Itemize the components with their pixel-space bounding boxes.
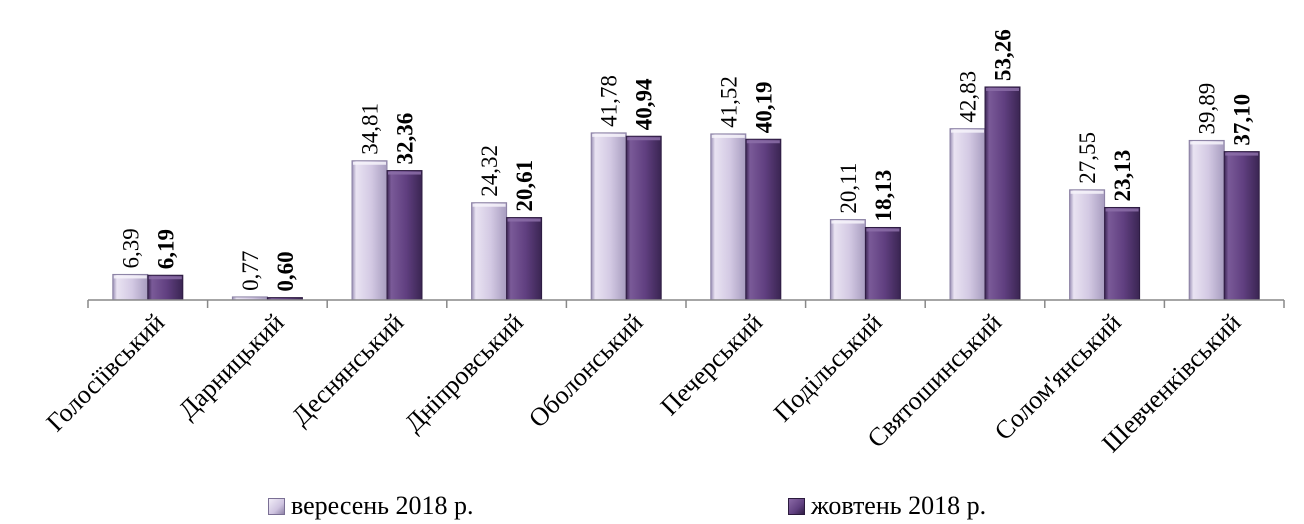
bar-bevel [951,129,984,133]
category-label: Печерський [655,308,768,421]
data-label-series-1: 39,89 [1195,83,1220,135]
data-label-series-1: 20,11 [836,163,861,214]
bar-series-1 [710,133,747,301]
bar-bevel [627,137,661,141]
bar-series-2 [625,135,662,301]
data-label-series-1: 41,78 [597,75,622,127]
data-label-series-1: 34,81 [358,103,383,155]
bar-series-2 [1223,151,1260,301]
legend-label-series-2: жовтень 2018 р. [811,491,987,520]
data-label-series-2: 6,19 [153,229,178,269]
bar-bevel [507,218,541,222]
bar-bevel [1225,152,1259,156]
bar-series-1 [949,128,986,301]
category-label: Дніпровський [399,308,529,438]
bar-series-2 [984,86,1021,301]
data-label-series-2: 40,19 [751,81,776,133]
legend-swatch-series-2 [788,497,805,515]
category-label: Оболонський [523,308,649,434]
data-label-series-2: 0,60 [273,251,298,291]
bar-series-2 [1104,206,1141,301]
bar-bevel [1190,141,1224,145]
bar-bevel [113,275,147,279]
data-label-series-1: 41,52 [716,76,741,128]
bar-bevel [1070,190,1104,194]
category-label: Голосіївський [41,308,170,437]
bar-chart: 6,39 6,19 0,77 0,60 34,81 32,36 24,32 20,61 41,7… [41,29,1285,458]
legend-item-series-2: жовтень 2018 р. [788,491,986,521]
bar-series-1 [351,160,388,301]
bar-bevel [866,228,900,232]
data-label-series-1: 27,55 [1075,132,1100,184]
category-label: Дарницький [173,308,290,425]
bar-bevel [986,87,1019,91]
legend-item-series-1: вересень 2018 р. [268,491,474,521]
bar-series-2 [506,217,543,301]
bar-bevel [472,203,506,207]
bar-series-1 [829,219,866,301]
bar-series-2 [745,138,782,301]
bar-series-1 [590,132,627,301]
data-label-series-1: 0,77 [238,251,263,291]
bar-bevel [711,134,745,138]
category-label: Подільський [768,308,888,428]
data-label-series-1: 6,39 [118,228,143,268]
bar-bevel [148,276,182,280]
legend-swatch-series-1 [268,497,285,515]
bar-series-2 [386,170,423,301]
data-label-series-2: 40,94 [632,78,657,130]
category-label: Солом'янський [989,308,1127,446]
bar-bevel [388,171,421,175]
data-label-series-2: 18,13 [871,170,896,222]
data-label-series-2: 20,61 [512,160,537,212]
category-label: Деснянський [286,308,409,431]
bar-bevel [831,220,865,224]
data-label-series-1: 24,32 [477,145,502,197]
data-label-series-2: 32,36 [393,113,418,165]
bar-bevel [1105,208,1139,212]
bar-bevel [592,133,626,137]
data-label-series-2: 37,10 [1230,94,1255,146]
bar-series-2 [864,226,901,301]
bar-series-1 [1188,139,1225,301]
data-label-series-2: 53,26 [991,29,1016,81]
bar-series-1 [112,273,149,301]
data-label-series-2: 23,13 [1110,150,1135,202]
bar-bevel [746,140,780,144]
bar-bevel [353,161,386,165]
bar-series-1 [1069,189,1106,301]
data-label-series-1: 42,83 [956,71,981,123]
legend-label-series-1: вересень 2018 р. [291,491,474,520]
bar-series-1 [471,202,508,301]
